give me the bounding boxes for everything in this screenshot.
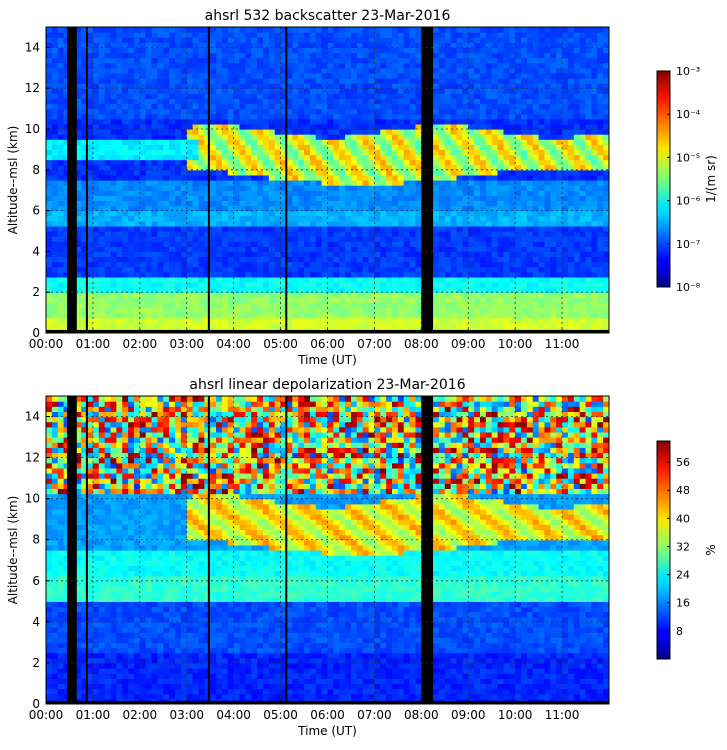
y-tick-label: 14 — [25, 40, 40, 54]
dropout-streak — [207, 396, 210, 704]
x-tick-label: 01:00 — [76, 337, 111, 351]
dropout-streak — [85, 396, 88, 704]
colorbar-tick-label: 10⁻⁶ — [676, 195, 701, 208]
y-tick-label: 12 — [25, 81, 40, 95]
y-tick-label: 8 — [32, 163, 40, 177]
y-tick-label: 14 — [25, 410, 40, 424]
y-tick-label: 0 — [32, 326, 40, 340]
x-tick-label: 08:00 — [404, 337, 439, 351]
colorbar-tick-label: 10⁻³ — [676, 65, 700, 78]
colorbar-tick-label: 16 — [676, 597, 690, 610]
y-tick-label: 2 — [32, 285, 40, 299]
y-tick-label: 6 — [32, 574, 40, 588]
x-tick-label: 03:00 — [169, 708, 204, 722]
colorbar-tick-label: 48 — [676, 484, 690, 497]
colorbar-tick-label: 40 — [676, 512, 690, 525]
x-tick-label: 01:00 — [76, 708, 111, 722]
y-tick-label: 10 — [25, 492, 40, 506]
y-tick-label: 4 — [32, 244, 40, 258]
x-tick-label: 05:00 — [263, 708, 298, 722]
x-tick-label: 05:00 — [263, 337, 298, 351]
colorbar-tick-label: 32 — [676, 540, 690, 553]
dropout-streak — [285, 396, 288, 704]
x-tick-label: 07:00 — [357, 708, 392, 722]
dropout-streak — [85, 27, 88, 333]
y-tick-label: 10 — [25, 122, 40, 136]
dropout-streak — [71, 27, 77, 333]
x-axis-label: Time (UT) — [297, 724, 357, 738]
chart-title: ahsrl 532 backscatter 23-Mar-2016 — [205, 8, 451, 24]
data-gap — [421, 396, 434, 704]
x-tick-label: 04:00 — [216, 708, 251, 722]
colorbar-tick-label: 56 — [676, 456, 690, 469]
y-tick-label: 8 — [32, 533, 40, 547]
x-tick-label: 02:00 — [123, 708, 158, 722]
y-axis-label: Altitude--msl (km) — [6, 496, 20, 605]
y-tick-label: 12 — [25, 451, 40, 465]
data-gap — [421, 27, 434, 333]
grid — [46, 396, 609, 704]
colorbar-tick-label: 10⁻⁷ — [676, 238, 700, 251]
x-tick-label: 10:00 — [498, 708, 533, 722]
colorbar-tick-label: 10⁻⁴ — [676, 108, 701, 121]
backscatter-panel: 00:00 01:00 02:00 03:00 04:00 05:00 06:00 07:00… — [6, 8, 718, 367]
depolarization-panel: 00:00 01:00 02:00 03:00 04:00 05:00 06:00 07:00… — [6, 377, 718, 738]
dropout-streak — [67, 27, 73, 333]
x-tick-label: 10:00 — [498, 337, 533, 351]
x-tick-label: 09:00 — [451, 337, 486, 351]
x-tick-label: 03:00 — [169, 337, 204, 351]
colorbar — [656, 440, 671, 660]
colorbar-tick-label: 10⁻⁵ — [676, 151, 700, 164]
dropout-streak — [207, 27, 210, 333]
x-tick-label: 06:00 — [310, 337, 345, 351]
dropout-streak — [285, 27, 288, 333]
x-tick-label: 11:00 — [545, 708, 580, 722]
grid — [46, 27, 609, 333]
x-axis-label: Time (UT) — [297, 353, 357, 367]
colorbar-label: % — [704, 544, 718, 555]
x-tick-label: 04:00 — [216, 337, 251, 351]
dropout-streak — [67, 396, 73, 704]
x-tick-label: 06:00 — [310, 708, 345, 722]
heatmap-cells — [46, 396, 609, 704]
y-tick-label: 0 — [32, 697, 40, 711]
colorbar-tick-label: 8 — [676, 625, 683, 638]
heatmap-cells — [46, 27, 609, 333]
x-tick-label: 08:00 — [404, 708, 439, 722]
y-tick-label: 2 — [32, 656, 40, 670]
y-axis-label: Altitude--msl (km) — [6, 126, 20, 235]
y-tick-label: 4 — [32, 615, 40, 629]
colorbar-tick-label: 24 — [676, 569, 690, 582]
colorbar — [656, 70, 671, 288]
x-tick-label: 09:00 — [451, 708, 486, 722]
dropout-streak — [71, 396, 77, 704]
chart-title: ahsrl linear depolarization 23-Mar-2016 — [189, 377, 465, 393]
y-tick-label: 6 — [32, 204, 40, 218]
x-tick-label: 00:00 — [29, 337, 64, 351]
x-tick-label: 00:00 — [29, 708, 64, 722]
x-tick-label: 07:00 — [357, 337, 392, 351]
colorbar-tick-label: 10⁻⁸ — [676, 281, 701, 294]
colorbar-label: 1/(m sr) — [704, 155, 718, 203]
x-tick-label: 02:00 — [123, 337, 158, 351]
x-tick-label: 11:00 — [545, 337, 580, 351]
